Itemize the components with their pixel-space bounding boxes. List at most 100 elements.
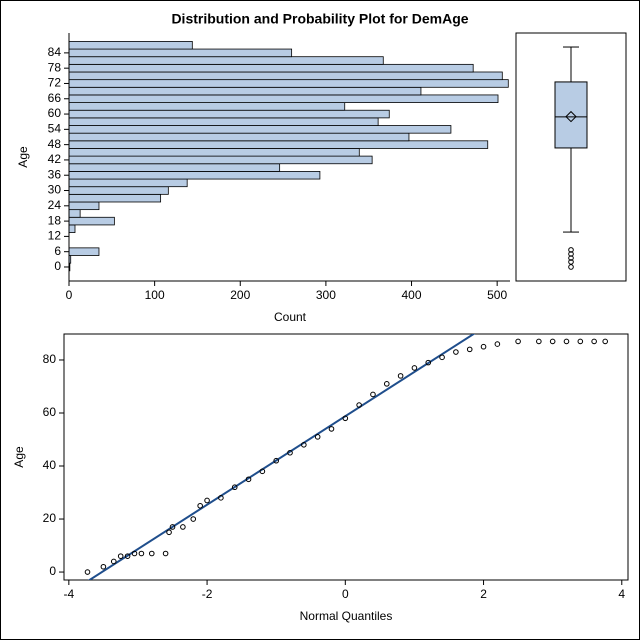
x-axis-label: Normal Quantiles bbox=[300, 609, 393, 623]
y-tick-label: 48 bbox=[48, 137, 62, 151]
bar bbox=[68, 171, 321, 180]
bar bbox=[68, 247, 100, 256]
point bbox=[453, 349, 459, 355]
point bbox=[100, 563, 107, 570]
bar bbox=[68, 186, 169, 195]
bar bbox=[68, 41, 193, 50]
point bbox=[439, 354, 445, 361]
point bbox=[117, 553, 124, 559]
x-tick-label: 0 bbox=[66, 288, 73, 302]
outlier bbox=[568, 251, 574, 257]
point bbox=[110, 558, 117, 565]
x-tick-label: 300 bbox=[316, 288, 336, 302]
y-tick-label: 54 bbox=[48, 122, 62, 136]
bar bbox=[68, 86, 422, 96]
plot-frame bbox=[515, 32, 627, 282]
bar bbox=[68, 163, 281, 172]
y-tick-label: 0 bbox=[49, 564, 56, 578]
point bbox=[425, 359, 432, 366]
y-tick-label: 84 bbox=[48, 45, 62, 59]
plot-frame bbox=[63, 333, 629, 581]
point bbox=[166, 529, 172, 536]
point bbox=[169, 524, 176, 530]
chart-title: Distribution and Probability Plot for De… bbox=[171, 11, 468, 27]
bar bbox=[68, 109, 390, 119]
bar bbox=[68, 48, 293, 58]
point bbox=[148, 550, 155, 557]
x-tick-label: 500 bbox=[487, 288, 507, 302]
y-tick-label: 18 bbox=[48, 213, 62, 227]
y-axis-label: Age bbox=[16, 146, 30, 168]
x-tick-label: 200 bbox=[230, 288, 250, 302]
y-tick-label: 42 bbox=[48, 152, 62, 166]
outlier bbox=[568, 255, 574, 261]
point bbox=[466, 346, 473, 353]
y-tick-label: 24 bbox=[48, 198, 62, 212]
x-axis-label: Count bbox=[274, 310, 307, 324]
bar bbox=[68, 125, 452, 134]
bar bbox=[68, 79, 509, 88]
point bbox=[563, 338, 570, 345]
point bbox=[480, 343, 487, 350]
point bbox=[84, 569, 91, 575]
y-tick-label: 30 bbox=[48, 183, 62, 197]
point bbox=[162, 550, 169, 557]
outlier bbox=[568, 259, 574, 265]
y-tick-label: 40 bbox=[43, 458, 57, 472]
bar bbox=[68, 94, 499, 103]
bar bbox=[68, 193, 162, 203]
point bbox=[180, 524, 186, 530]
point bbox=[356, 402, 362, 408]
point bbox=[301, 442, 307, 448]
x-tick-label: 100 bbox=[145, 288, 165, 302]
box bbox=[554, 81, 588, 149]
point bbox=[245, 476, 252, 483]
point bbox=[231, 484, 238, 491]
point bbox=[602, 338, 608, 345]
bar bbox=[68, 140, 489, 149]
point bbox=[515, 338, 521, 345]
point bbox=[342, 415, 349, 422]
point bbox=[287, 449, 293, 456]
x-tick-label: -2 bbox=[202, 587, 213, 601]
bar bbox=[68, 209, 81, 218]
point bbox=[536, 338, 542, 345]
y-tick-label: 80 bbox=[43, 352, 57, 366]
outlier bbox=[568, 247, 574, 253]
x-tick-label: -4 bbox=[64, 587, 75, 601]
bar bbox=[68, 216, 115, 226]
y-tick-label: 60 bbox=[48, 106, 62, 120]
point bbox=[494, 341, 501, 347]
y-tick-label: 20 bbox=[43, 511, 57, 525]
x-tick-label: 4 bbox=[618, 587, 625, 601]
y-tick-label: 72 bbox=[48, 76, 62, 90]
point bbox=[138, 550, 145, 557]
bar bbox=[68, 201, 100, 211]
y-tick-label: 78 bbox=[48, 60, 62, 74]
point bbox=[549, 338, 556, 345]
x-tick-label: 2 bbox=[480, 587, 487, 601]
bar bbox=[68, 71, 503, 81]
point bbox=[273, 457, 279, 464]
point bbox=[259, 468, 266, 475]
bar bbox=[68, 132, 410, 142]
bar bbox=[68, 117, 379, 126]
point bbox=[131, 550, 138, 557]
point bbox=[124, 553, 131, 559]
y-tick-label: 6 bbox=[54, 244, 61, 258]
y-axis-label: Age bbox=[12, 446, 26, 468]
point bbox=[577, 338, 584, 345]
mean-marker bbox=[565, 110, 577, 123]
bar bbox=[68, 148, 360, 157]
bar bbox=[68, 63, 474, 73]
point bbox=[197, 502, 203, 509]
point bbox=[314, 434, 321, 440]
x-tick-label: 0 bbox=[342, 587, 349, 601]
y-tick-label: 60 bbox=[43, 405, 57, 419]
y-tick-label: 36 bbox=[48, 167, 62, 181]
y-tick-label: 12 bbox=[48, 229, 62, 243]
point bbox=[370, 391, 376, 398]
point bbox=[383, 381, 390, 387]
